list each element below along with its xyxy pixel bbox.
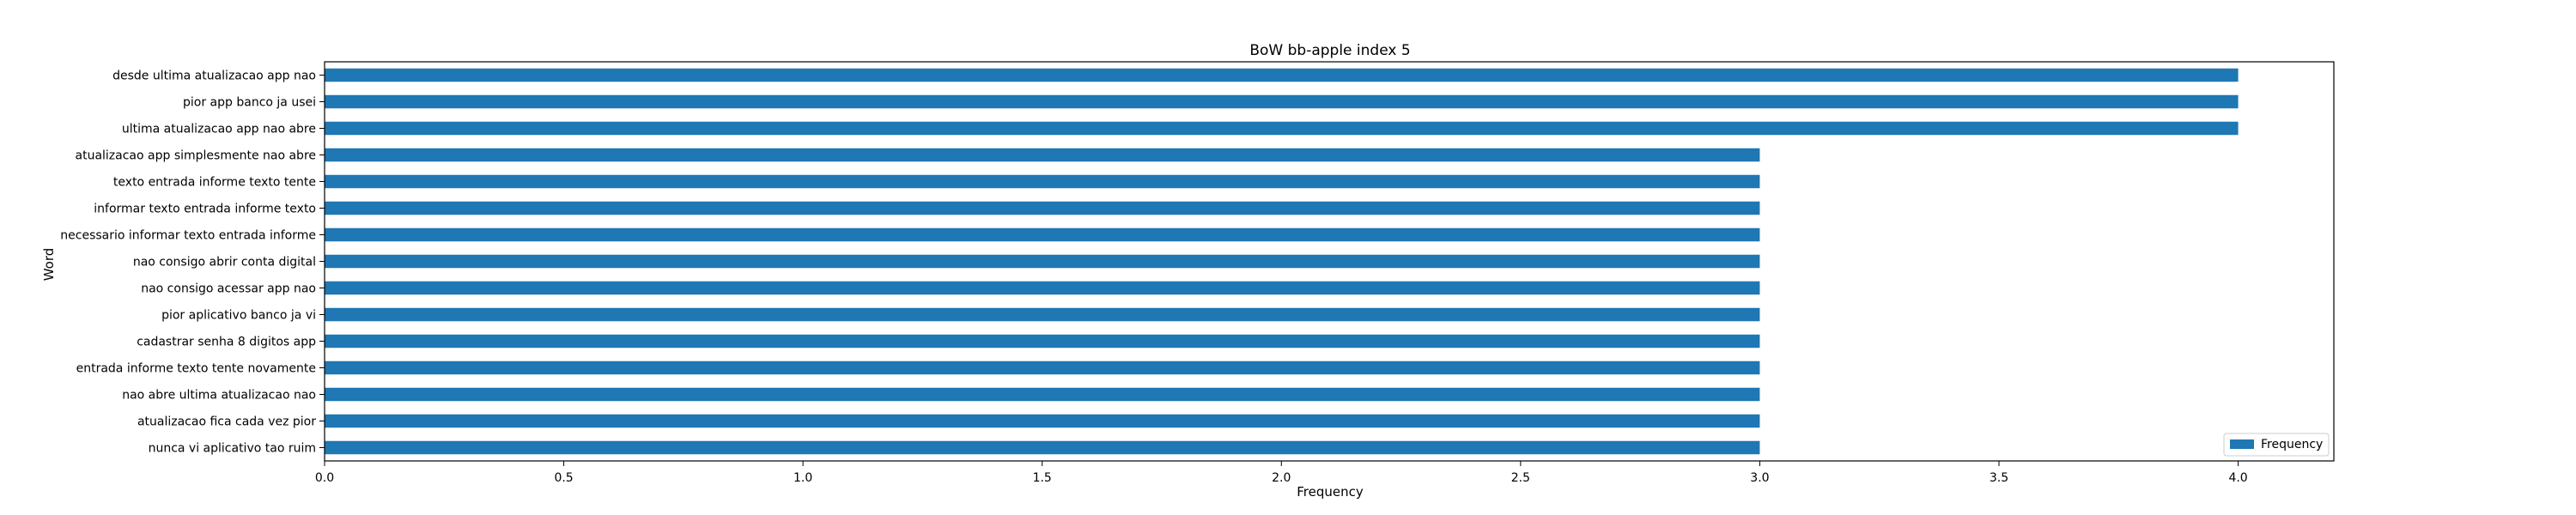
legend: Frequency [2223,433,2330,457]
y-tick-label: nao consigo acessar app nao [141,282,316,296]
chart-title: BoW bb-apple index 5 [1249,42,1410,59]
x-axis: 0.0 0.5 1.0 1.5 2.0 2.5 3.0 3.5 4.0 [315,461,2248,485]
y-tick-label: informar texto entrada informe texto [94,203,316,216]
bar [325,414,1760,428]
bar [325,227,1760,242]
x-tick-label: 2.5 [1511,471,1530,485]
x-tick-label: 3.5 [1990,471,2008,485]
bar [325,334,1760,348]
x-axis-label: Frequency [1297,484,1364,500]
y-tick-label: desde ultima atualizacao app nao [112,70,316,83]
x-tick-label: 1.5 [1033,471,1052,485]
plot-frame [324,61,2335,462]
bar [325,201,1760,215]
bar [325,254,1760,269]
y-tick-label: texto entrada informe texto tente [113,176,316,190]
bar [325,387,1760,402]
bar [325,94,2239,109]
y-tick-label: nao abre ultima atualizacao nao [122,389,316,403]
y-tick-label: ultima atualizacao app nao abre [122,123,316,136]
legend-swatch [2230,439,2254,449]
bar [325,174,1760,189]
x-tick-label: 1.0 [793,471,812,485]
y-tick-label: cadastrar senha 8 digitos app [137,336,316,349]
y-tick-label: nao consigo abrir conta digital [133,256,316,270]
y-axis-label: Word [41,248,57,282]
y-tick-label: necessario informar texto entrada inform… [60,229,316,243]
x-tick-label: 0.0 [315,471,334,485]
x-tick-label: 2.0 [1272,471,1291,485]
y-axis: desde ultima atualizacao app nao pior app… [60,70,325,456]
y-tick-label: pior aplicativo banco ja vi [161,309,316,323]
x-tick-label: 0.5 [554,471,573,485]
y-tick-label: atualizacao app simplesmente nao abre [76,149,317,163]
x-tick-label: 3.0 [1750,471,1769,485]
y-tick-label: pior app banco ja usei [183,96,316,110]
bar [325,281,1760,295]
y-tick-label: atualizacao fica cada vez pior [137,415,316,429]
bar [325,68,2239,82]
bar [325,440,1760,455]
y-tick-label: nunca vi aplicativo tao ruim [149,442,316,456]
bar [325,121,2239,136]
bar [325,360,1760,375]
legend-label: Frequency [2261,438,2323,451]
bars-layer [325,68,2239,455]
bar [325,307,1760,322]
x-tick-label: 4.0 [2228,471,2247,485]
y-tick-label: entrada informe texto tente novamente [76,362,316,376]
bar [325,148,1760,162]
legend-box [2223,433,2330,457]
